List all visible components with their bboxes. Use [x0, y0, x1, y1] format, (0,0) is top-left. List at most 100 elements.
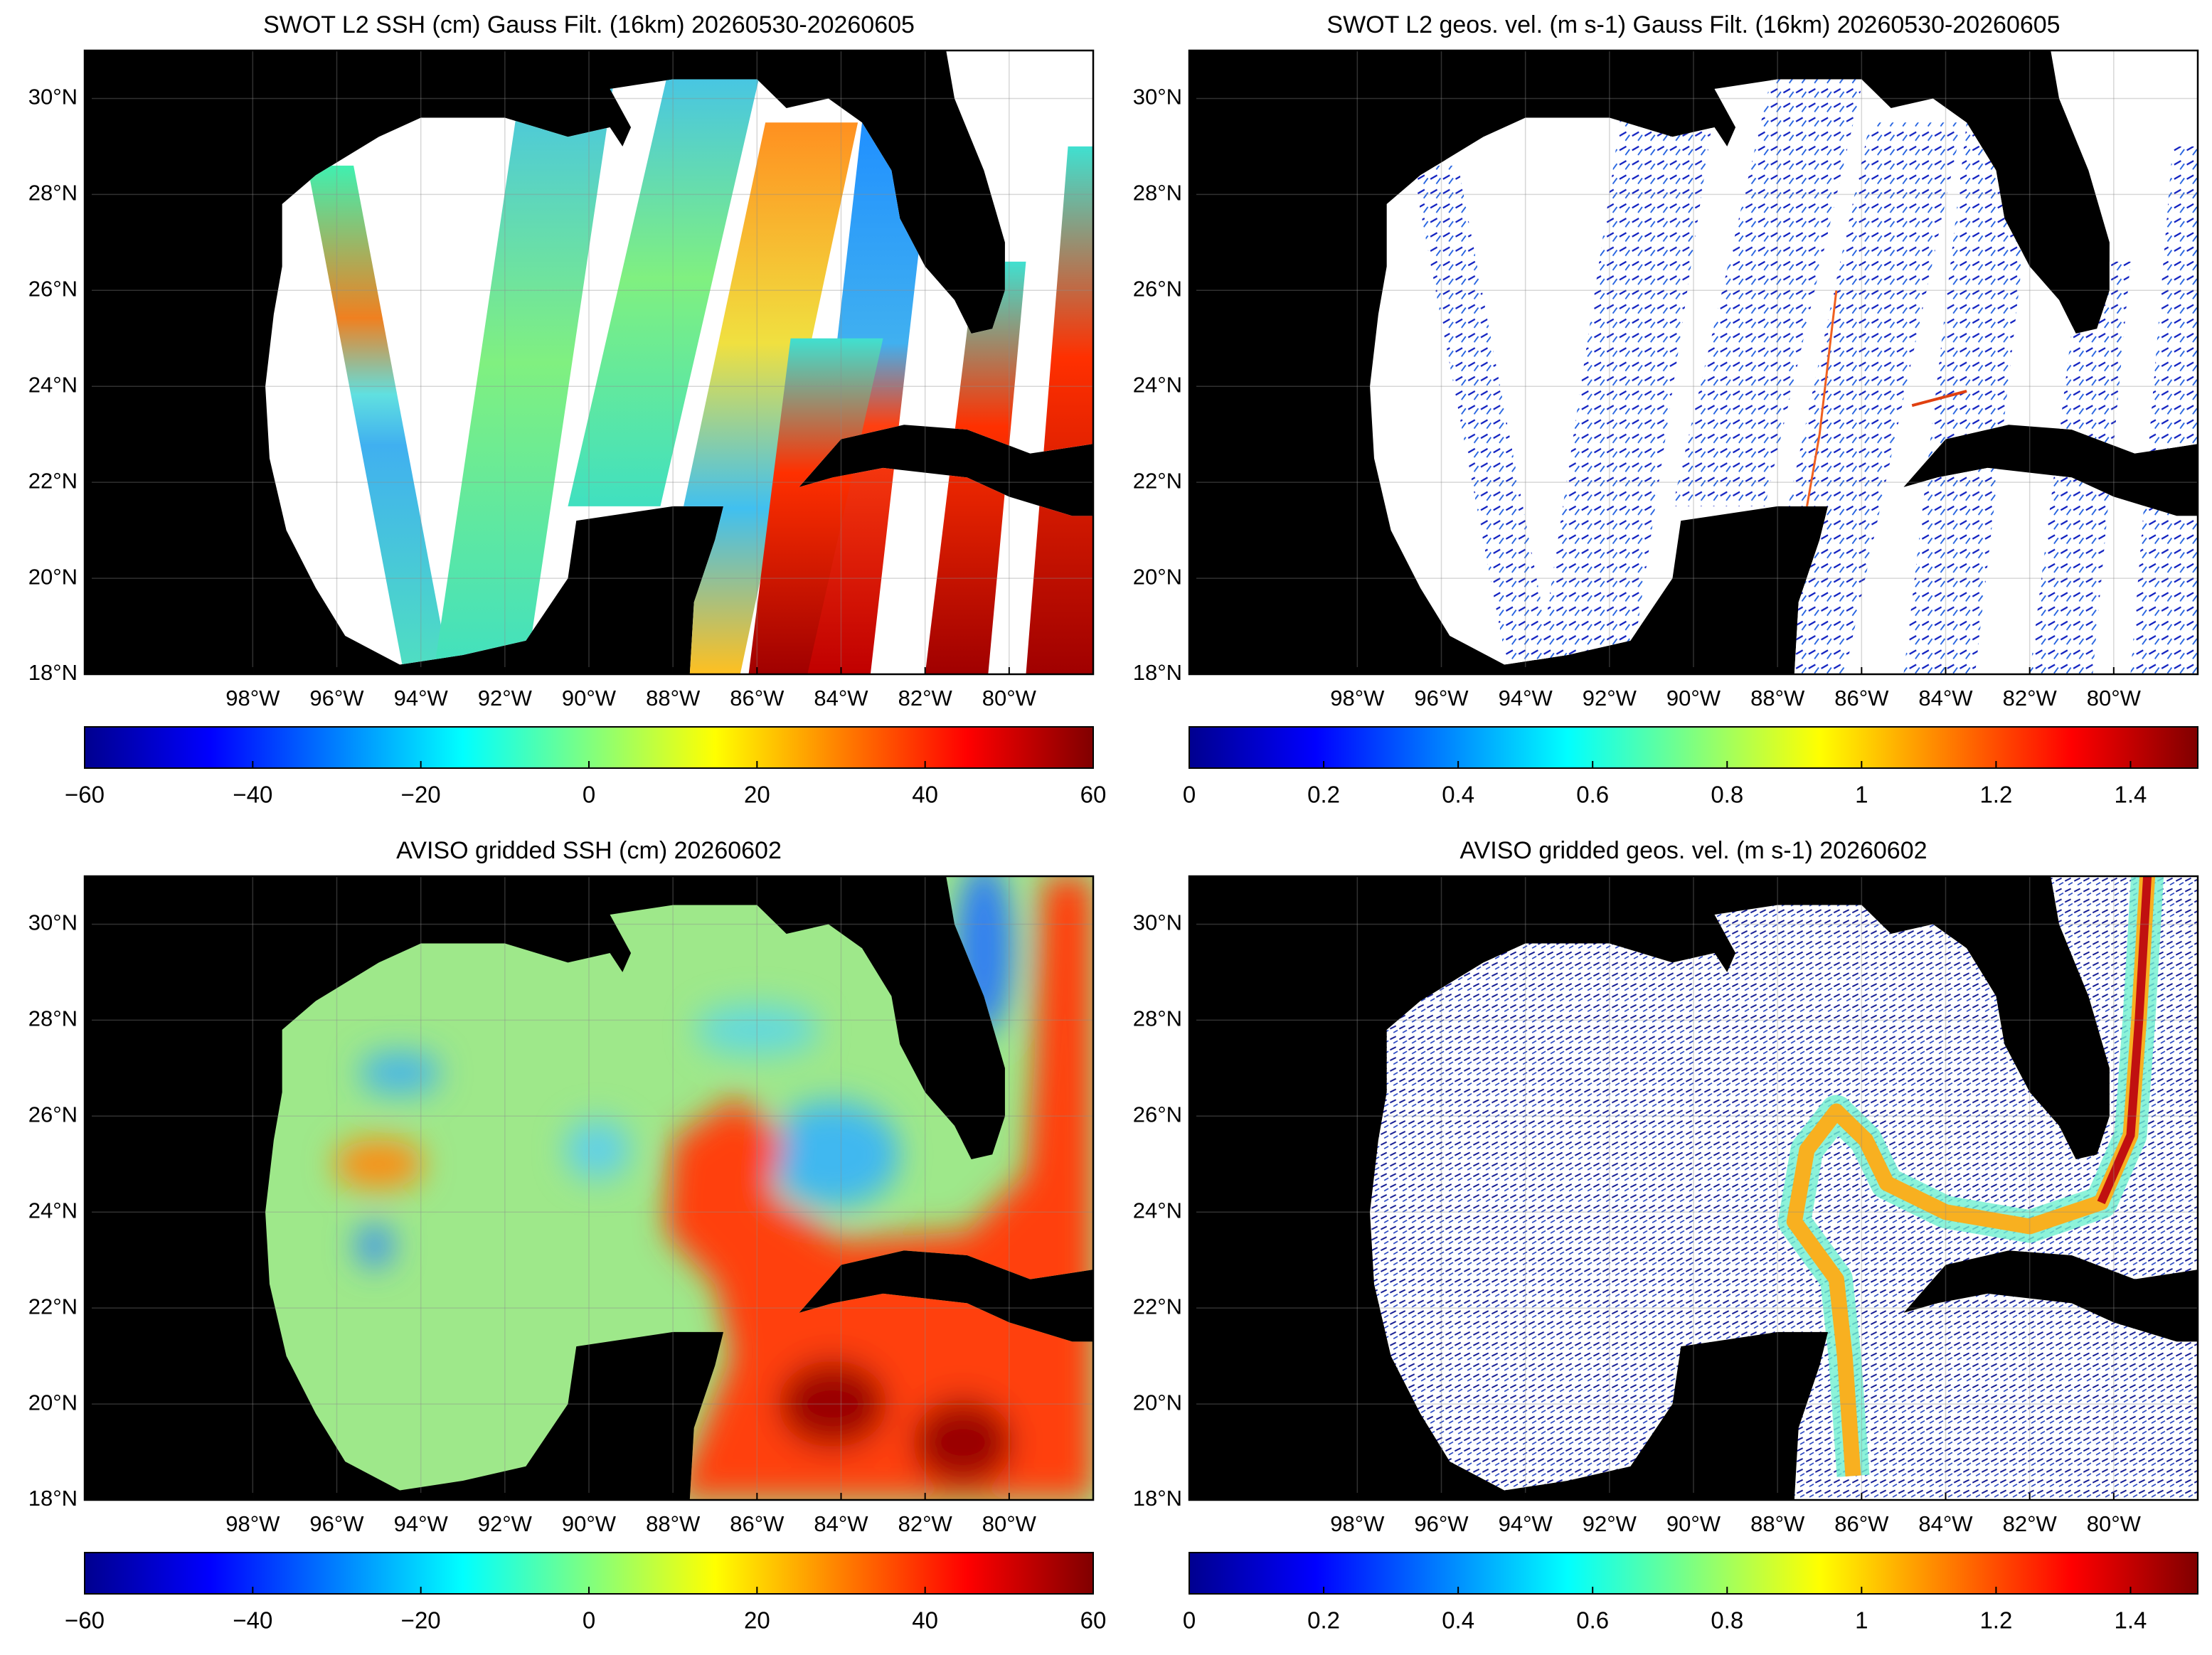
- y-tick-label: 28°N: [28, 1006, 78, 1031]
- y-tick-label: 28°N: [28, 181, 78, 206]
- swath: [433, 50, 619, 674]
- x-tick-label: 90°W: [1666, 1511, 1721, 1536]
- map: [1189, 50, 2198, 674]
- y-tick-label: 28°N: [1133, 1006, 1182, 1031]
- currents: [1794, 876, 2147, 1476]
- x-tick-label: 94°W: [394, 1511, 449, 1536]
- y-tick-label: 26°N: [1133, 276, 1182, 301]
- panel-title: AVISO gridded geos. vel. (m s-1) 2026060…: [1459, 837, 1927, 864]
- y-tick-label: 20°N: [1133, 564, 1182, 589]
- colorbar-tick-label: 20: [744, 1607, 770, 1634]
- y-tick-label: 18°N: [28, 660, 78, 685]
- x-tick-label: 92°W: [478, 1511, 533, 1536]
- colorbar-tick-label: 1.2: [1979, 1607, 2012, 1634]
- colorbar-tick-label: −20: [401, 782, 441, 808]
- blob: [777, 1361, 888, 1447]
- blob: [765, 1102, 900, 1208]
- x-tick-label: 88°W: [1750, 1511, 1805, 1536]
- map-frame: [83, 49, 1095, 676]
- map-frame: [1188, 49, 2199, 676]
- colorbar-tick-label: −40: [233, 782, 272, 808]
- y-tick-label: 30°N: [28, 910, 78, 935]
- y-tick-label: 24°N: [1133, 372, 1182, 397]
- x-tick-label: 90°W: [562, 686, 617, 711]
- y-tick-label: 20°N: [28, 1390, 78, 1415]
- y-tick-label: 22°N: [1133, 1294, 1182, 1319]
- x-tick-label: 86°W: [730, 1511, 785, 1536]
- colorbar-tick-label: 0.6: [1576, 782, 1609, 808]
- y-tick-label: 18°N: [28, 1486, 78, 1511]
- y-tick-label: 26°N: [28, 276, 78, 301]
- colorbar-tick-label: 1.4: [2115, 782, 2147, 808]
- x-tick-label: 98°W: [1330, 686, 1385, 711]
- blob: [912, 1399, 1014, 1486]
- colorbar-tick-label: 0.2: [1307, 1607, 1340, 1634]
- x-tick-label: 90°W: [562, 1511, 617, 1536]
- ssh-field: [332, 876, 1093, 1500]
- x-tick-label: 84°W: [814, 686, 868, 711]
- colorbar-tick-label: 0.6: [1576, 1607, 1609, 1634]
- y-tick-label: 22°N: [28, 1294, 78, 1319]
- blob: [353, 1226, 396, 1265]
- x-tick-label: 82°W: [2003, 686, 2058, 711]
- x-tick-label: 96°W: [309, 1511, 364, 1536]
- map: [1189, 876, 2198, 1500]
- x-tick-label: 86°W: [1834, 1511, 1889, 1536]
- swath: [1672, 50, 1871, 506]
- colorbar-tick-label: 60: [1080, 1607, 1107, 1634]
- x-tick-label: 80°W: [982, 1511, 1037, 1536]
- y-tick-label: 30°N: [1133, 85, 1182, 110]
- ssh-blobs: [332, 876, 1093, 1500]
- colorbar-tick-label: 1: [1855, 1607, 1868, 1634]
- map: [85, 50, 1093, 674]
- fast-current: [1912, 391, 1967, 405]
- y-tick-label: 24°N: [28, 372, 78, 397]
- colorbar-tick-label: 0: [583, 782, 595, 808]
- colorbar: [1189, 1552, 2198, 1595]
- colorbar-tick-label: 0.4: [1442, 782, 1474, 808]
- x-tick-label: 80°W: [2087, 686, 2142, 711]
- colorbar-tick-label: 40: [912, 1607, 938, 1634]
- x-tick-label: 96°W: [309, 686, 364, 711]
- vector-swaths: [1412, 50, 2198, 674]
- colorbar: [1189, 726, 2198, 769]
- colorbar-tick-label: 0.4: [1442, 1607, 1474, 1634]
- blob: [332, 1140, 425, 1188]
- x-tick-label: 90°W: [1666, 686, 1721, 711]
- colorbar-tick-label: 0: [1183, 1607, 1196, 1634]
- colorbar-tick-label: 0: [583, 1607, 595, 1634]
- colorbar-tick-label: 1.2: [1979, 782, 2012, 808]
- x-tick-label: 86°W: [1834, 686, 1889, 711]
- x-tick-label: 86°W: [730, 686, 785, 711]
- x-tick-label: 92°W: [478, 686, 533, 711]
- colorbar-tick-label: 1.4: [2115, 1607, 2147, 1634]
- x-tick-label: 92°W: [1583, 686, 1637, 711]
- colorbar-tick-label: −20: [401, 1607, 441, 1634]
- colorbar-tick-label: −60: [65, 1607, 105, 1634]
- y-tick-label: 30°N: [28, 85, 78, 110]
- x-tick-label: 98°W: [1330, 1511, 1385, 1536]
- swath: [1026, 146, 1093, 674]
- colorbar-tick-label: 0: [1183, 782, 1196, 808]
- x-tick-label: 84°W: [1918, 1511, 1973, 1536]
- colorbar-tick-label: 0.2: [1307, 782, 1340, 808]
- colorbar-tick-label: 40: [912, 782, 938, 808]
- colorbar-tick-label: 20: [744, 782, 770, 808]
- x-tick-label: 84°W: [1918, 686, 1973, 711]
- swath: [2130, 146, 2198, 674]
- y-tick-label: 30°N: [1133, 910, 1182, 935]
- panel-title: SWOT L2 geos. vel. (m s-1) Gauss Filt. (…: [1326, 11, 2060, 38]
- y-tick-label: 24°N: [28, 1198, 78, 1223]
- panel-title: AVISO gridded SSH (cm) 20260602: [396, 837, 782, 864]
- y-tick-label: 22°N: [1133, 468, 1182, 493]
- swath: [1903, 122, 2038, 674]
- x-tick-label: 94°W: [394, 686, 449, 711]
- warm-region: [664, 876, 1093, 1500]
- x-tick-label: 94°W: [1499, 1511, 1553, 1536]
- y-tick-label: 20°N: [28, 564, 78, 589]
- blob: [693, 1006, 820, 1054]
- colorbar-tick-label: 1: [1855, 782, 1868, 808]
- y-tick-label: 24°N: [1133, 1198, 1182, 1223]
- colorbar-tick-label: 0.8: [1711, 782, 1743, 808]
